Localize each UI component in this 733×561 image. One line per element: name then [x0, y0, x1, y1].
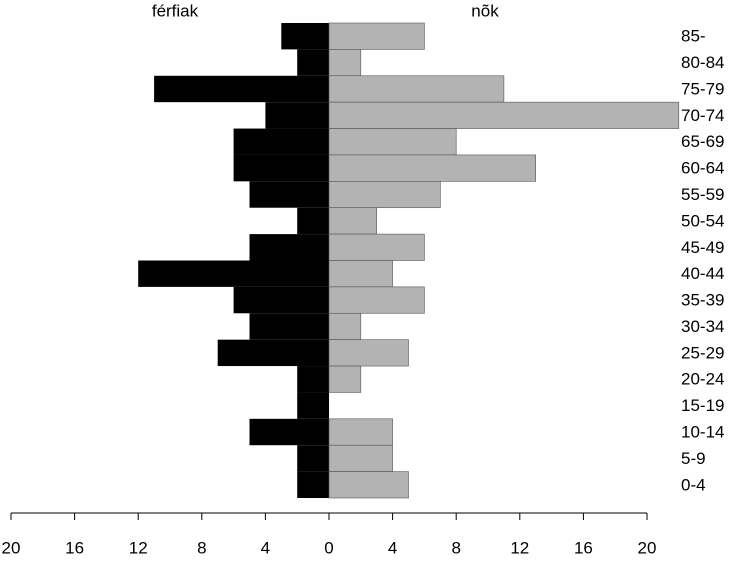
series-title: nõk — [471, 1, 499, 20]
x-tick-label: 4 — [388, 538, 397, 557]
category-label: 30-34 — [681, 317, 724, 336]
x-tick-label: 8 — [451, 538, 460, 557]
bar — [328, 75, 505, 103]
bar — [233, 128, 329, 155]
x-tick-label: 12 — [129, 538, 148, 557]
bar — [281, 23, 329, 50]
category-label: 80-84 — [681, 53, 724, 72]
x-tick-label: 16 — [65, 538, 84, 557]
bar — [233, 286, 329, 314]
category-label: 50-54 — [681, 211, 724, 230]
x-tick-label: 20 — [2, 538, 21, 557]
bar — [297, 366, 329, 393]
category-label: 5-9 — [681, 449, 706, 468]
bar — [249, 181, 329, 208]
category-label: 0-4 — [681, 475, 706, 494]
bar — [328, 181, 441, 209]
bar — [328, 444, 393, 472]
bar — [328, 22, 425, 50]
category-label: 65-69 — [681, 132, 724, 151]
series-title: férfiak — [152, 1, 199, 20]
category-label: 10-14 — [681, 423, 724, 442]
x-tick-label: 20 — [638, 538, 657, 557]
category-label: 35-39 — [681, 291, 724, 310]
x-tick-label: 4 — [261, 538, 270, 557]
bar — [328, 154, 536, 182]
category-label: 20-24 — [681, 370, 724, 389]
bar — [328, 128, 457, 156]
bar — [328, 49, 362, 77]
x-tick-label: 8 — [197, 538, 206, 557]
bar — [328, 260, 393, 288]
bar — [217, 339, 329, 367]
bar — [328, 207, 378, 235]
bar — [233, 154, 329, 182]
category-label: 85- — [681, 27, 706, 46]
bar — [297, 471, 329, 498]
bar — [297, 49, 329, 76]
bar — [249, 313, 329, 340]
category-label: 60-64 — [681, 159, 724, 178]
bar — [265, 102, 329, 129]
bar — [328, 339, 409, 367]
x-tick-label: 12 — [510, 538, 529, 557]
x-tick-label: 16 — [574, 538, 593, 557]
bar — [328, 286, 425, 314]
bar — [328, 233, 425, 261]
bar — [328, 101, 680, 129]
bar — [297, 207, 329, 235]
category-label: 40-44 — [681, 264, 724, 283]
category-label: 15-19 — [681, 396, 724, 415]
bar — [249, 234, 329, 261]
bar — [154, 75, 329, 103]
category-label: 70-74 — [681, 106, 724, 125]
category-label: 25-29 — [681, 343, 724, 362]
x-tick-label: 0 — [324, 538, 333, 557]
category-label: 55-59 — [681, 185, 724, 204]
bar — [328, 312, 362, 340]
bar — [297, 445, 329, 472]
bar — [328, 418, 393, 446]
bar — [297, 392, 329, 419]
bar — [328, 471, 409, 499]
category-label: 75-79 — [681, 79, 724, 98]
category-label: 45-49 — [681, 238, 724, 257]
bar — [249, 418, 329, 446]
bar — [328, 365, 362, 393]
bar — [138, 260, 329, 287]
